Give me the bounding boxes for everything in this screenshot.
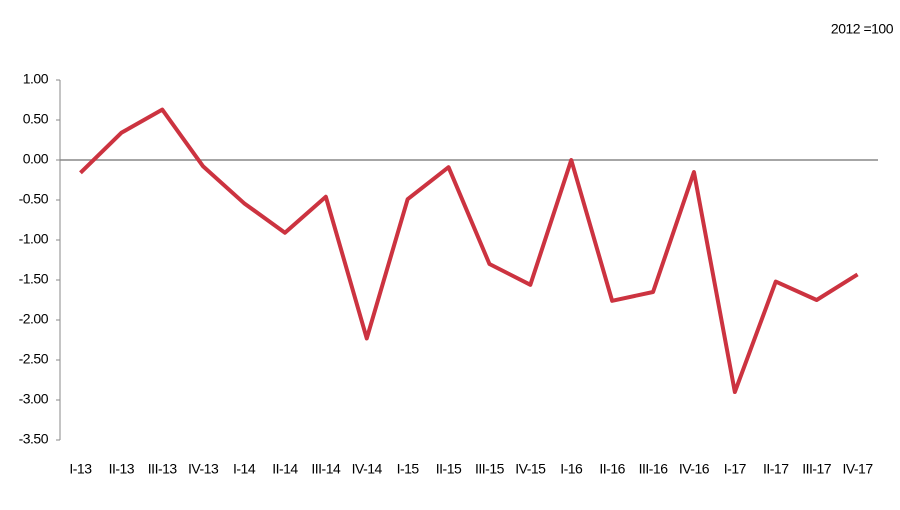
y-tick-label: -0.50	[19, 191, 49, 207]
x-tick-label: III-13	[148, 461, 178, 477]
x-tick-label: II-13	[109, 461, 135, 477]
x-tick-label: I-15	[397, 461, 420, 477]
y-tick-label: -3.00	[19, 391, 49, 407]
y-tick-label: -1.50	[19, 271, 49, 287]
x-tick-label: IV-14	[352, 461, 383, 477]
y-tick-label: 1.00	[23, 71, 49, 87]
x-tick-label: IV-15	[515, 461, 546, 477]
x-tick-label: I-14	[233, 461, 256, 477]
x-tick-label: II-15	[436, 461, 462, 477]
x-tick-label: II-16	[599, 461, 625, 477]
x-tick-label: I-16	[560, 461, 583, 477]
y-tick-label: -2.50	[19, 351, 49, 367]
y-tick-label: -1.00	[19, 231, 49, 247]
y-tick-label: -3.50	[19, 431, 49, 447]
x-tick-label: IV-16	[679, 461, 710, 477]
y-tick-label: 0.00	[23, 151, 49, 167]
x-tick-label: I-13	[69, 461, 92, 477]
x-tick-label: III-16	[639, 461, 669, 477]
x-tick-label: II-14	[272, 461, 298, 477]
y-tick-label: 0.50	[23, 111, 49, 127]
y-tick-label: -2.00	[19, 311, 49, 327]
note: 2012 =100	[831, 21, 894, 37]
x-tick-label: III-14	[311, 461, 341, 477]
x-tick-label: IV-13	[188, 461, 219, 477]
x-tick-label: IV-17	[842, 461, 873, 477]
x-tick-label: I-17	[724, 461, 747, 477]
data-line	[79, 107, 859, 394]
x-tick-label: II-17	[763, 461, 789, 477]
x-tick-label: III-17	[802, 461, 832, 477]
x-tick-label: III-15	[475, 461, 505, 477]
